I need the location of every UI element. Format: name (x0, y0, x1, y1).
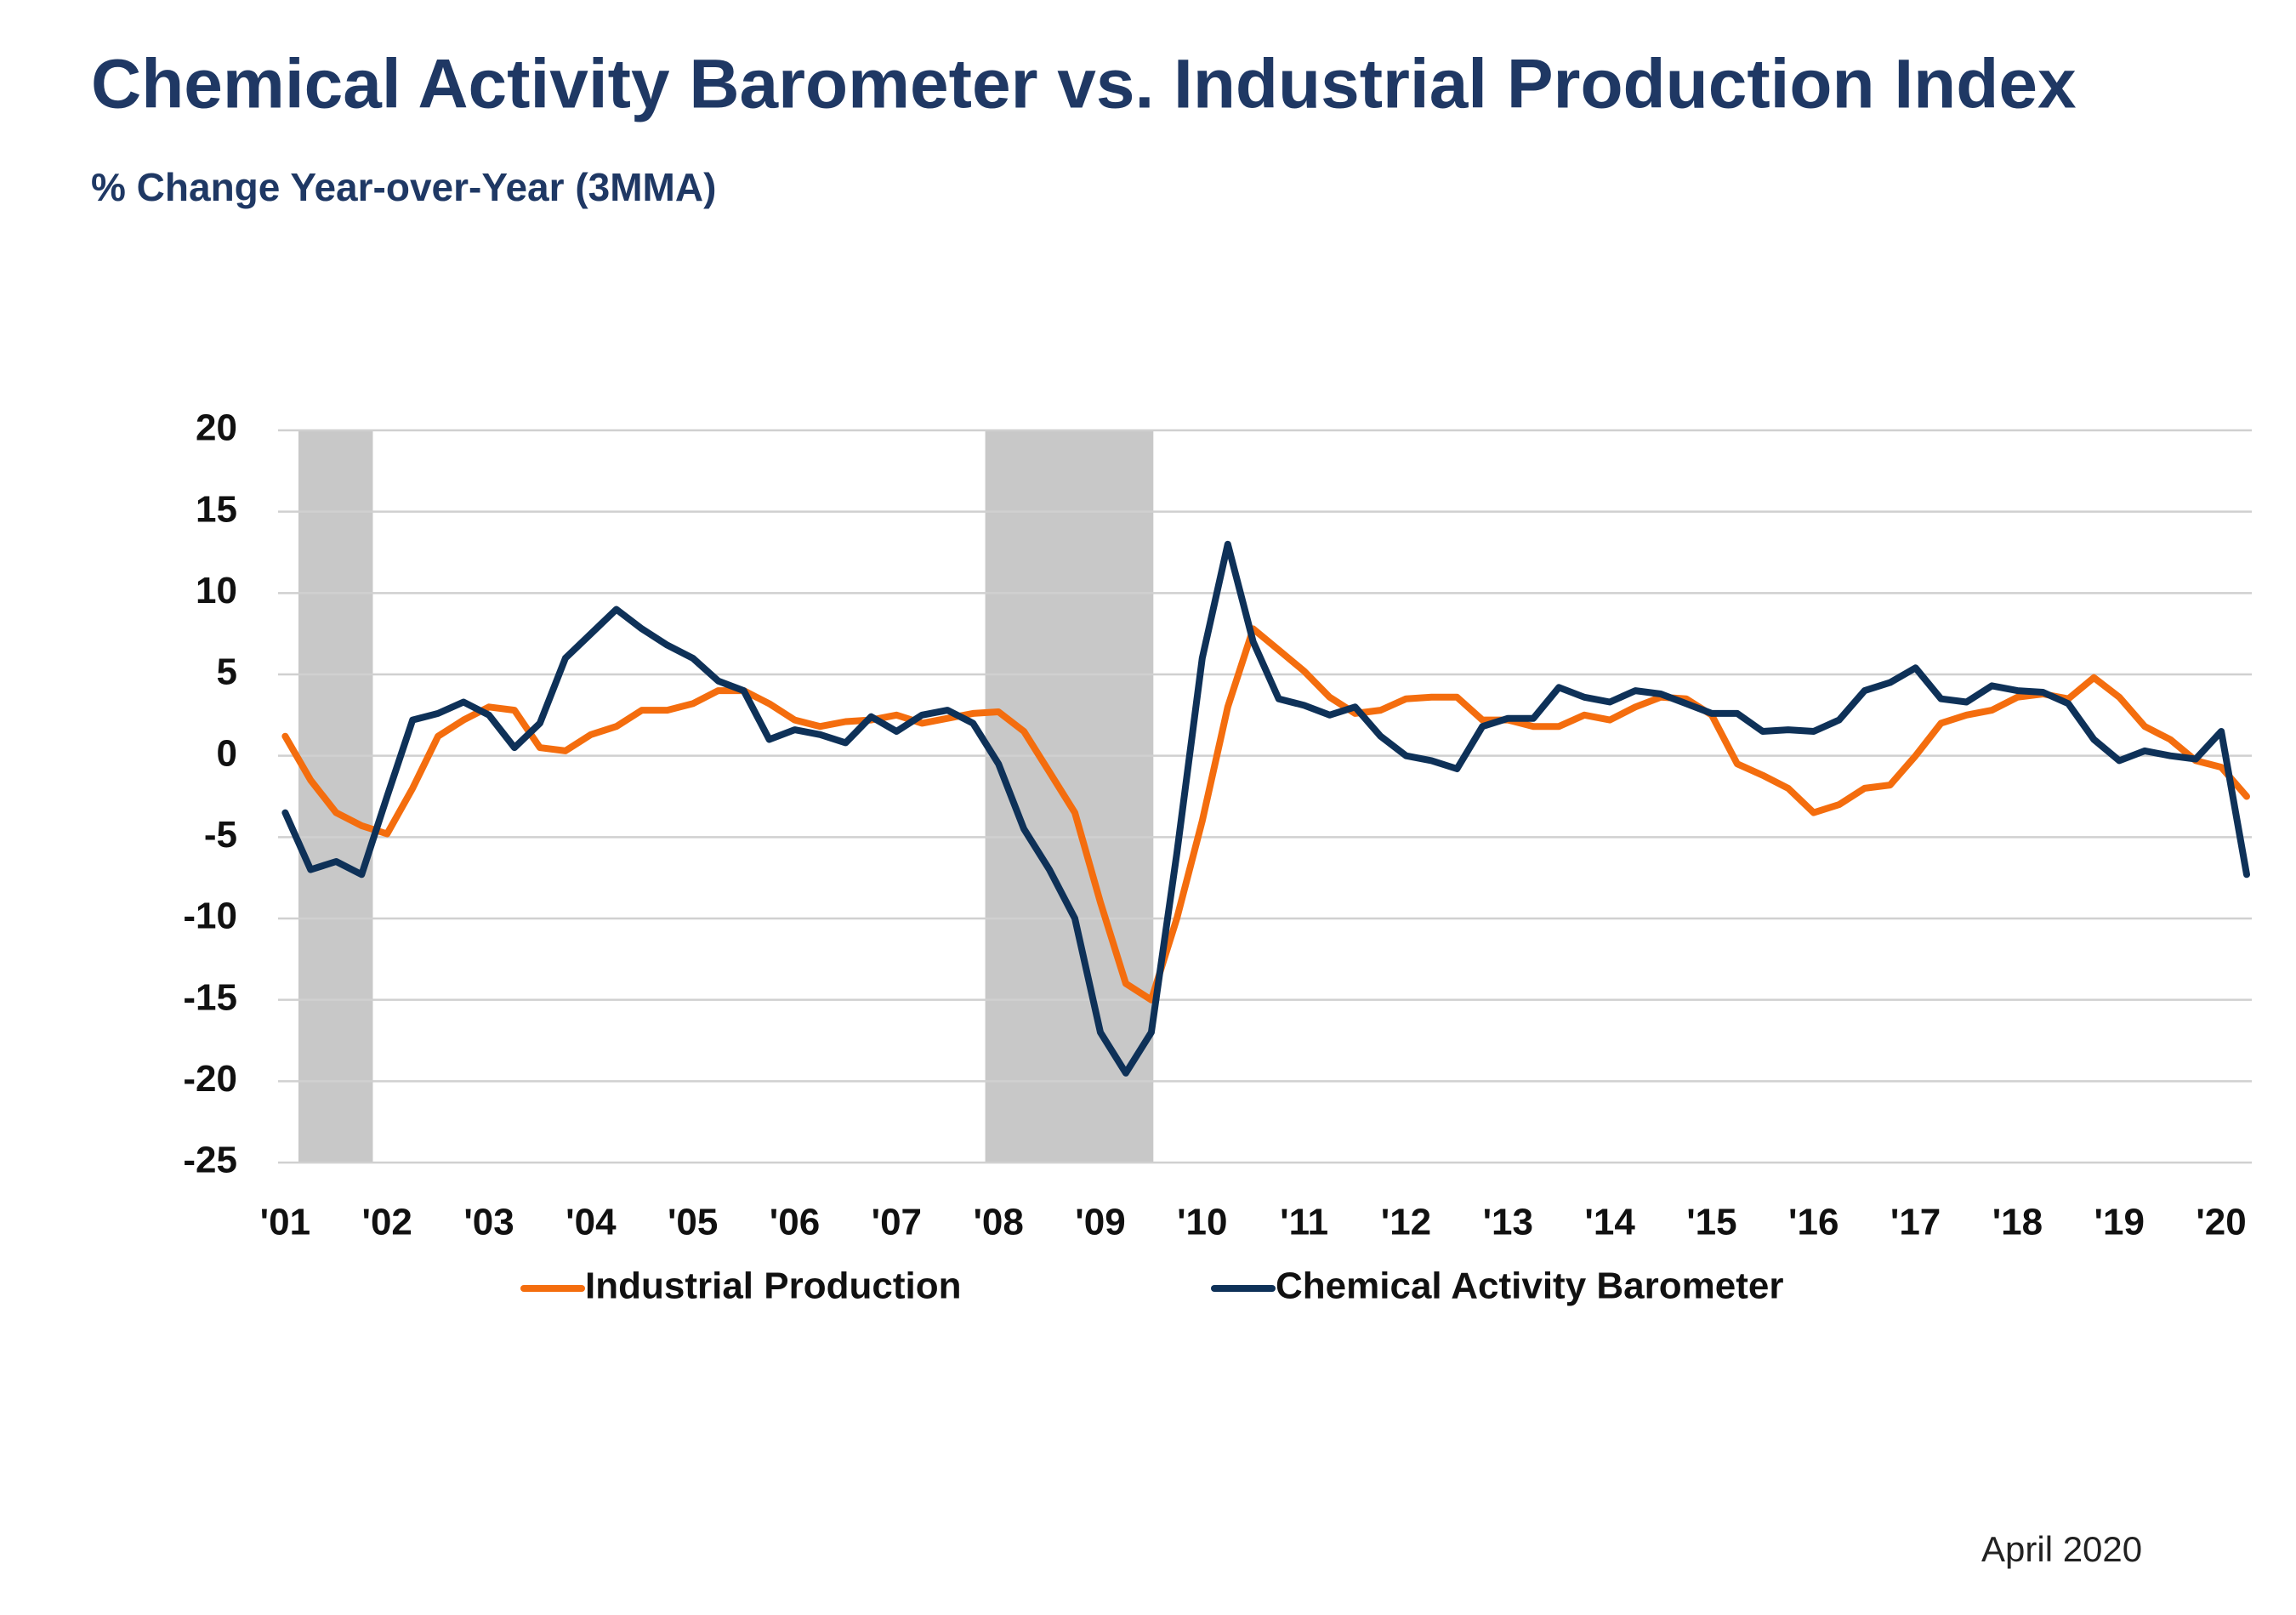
y-tick-label: 0 (217, 732, 237, 774)
data-line (281, 540, 2250, 1077)
chart-title: Chemical Activity Barometer vs. Industri… (91, 46, 2077, 123)
x-tick-label: '20 (2196, 1202, 2246, 1243)
y-tick-label: -10 (183, 896, 237, 937)
y-tick-label: 5 (217, 651, 237, 693)
x-tick-label: '03 (463, 1202, 514, 1243)
x-tick-label: '10 (1177, 1202, 1227, 1243)
date-note: April 2020 (1981, 1529, 2142, 1569)
x-tick-label: '17 (1890, 1202, 1941, 1243)
y-tick-label: -15 (183, 976, 237, 1018)
y-tick-label: -20 (183, 1058, 237, 1100)
y-tick-label: 10 (196, 570, 237, 611)
x-tick-label: '08 (973, 1202, 1023, 1243)
legend-label: Chemical Activity Barometer (1276, 1265, 1783, 1307)
x-tick-label: '01 (260, 1202, 310, 1243)
x-tick-label: '18 (1992, 1202, 2043, 1243)
x-tick-label: '16 (1788, 1202, 1839, 1243)
legend-label: Industrial Production (585, 1265, 961, 1307)
x-tick-label: '15 (1686, 1202, 1736, 1243)
recession-band (298, 430, 373, 1163)
y-tick-label: -25 (183, 1140, 237, 1181)
x-tick-label: '09 (1075, 1202, 1125, 1243)
x-tick-label: '11 (1280, 1202, 1328, 1243)
y-tick-label: 15 (196, 488, 237, 530)
x-tick-label: '02 (362, 1202, 412, 1243)
x-tick-label: '19 (2094, 1202, 2145, 1243)
x-tick-label: '05 (668, 1202, 718, 1243)
y-tick-label: -5 (204, 814, 237, 856)
x-tick-label: '06 (770, 1202, 820, 1243)
data-line (281, 625, 2250, 1004)
x-tick-label: '13 (1483, 1202, 1533, 1243)
x-tick-label: '07 (872, 1202, 922, 1243)
y-tick-label: 20 (196, 407, 237, 449)
chart-subtitle: % Change Year-over-Year (3MMA) (91, 165, 716, 209)
x-tick-label: '12 (1381, 1202, 1431, 1243)
x-tick-label: '14 (1584, 1202, 1635, 1243)
x-tick-label: '04 (565, 1202, 617, 1243)
